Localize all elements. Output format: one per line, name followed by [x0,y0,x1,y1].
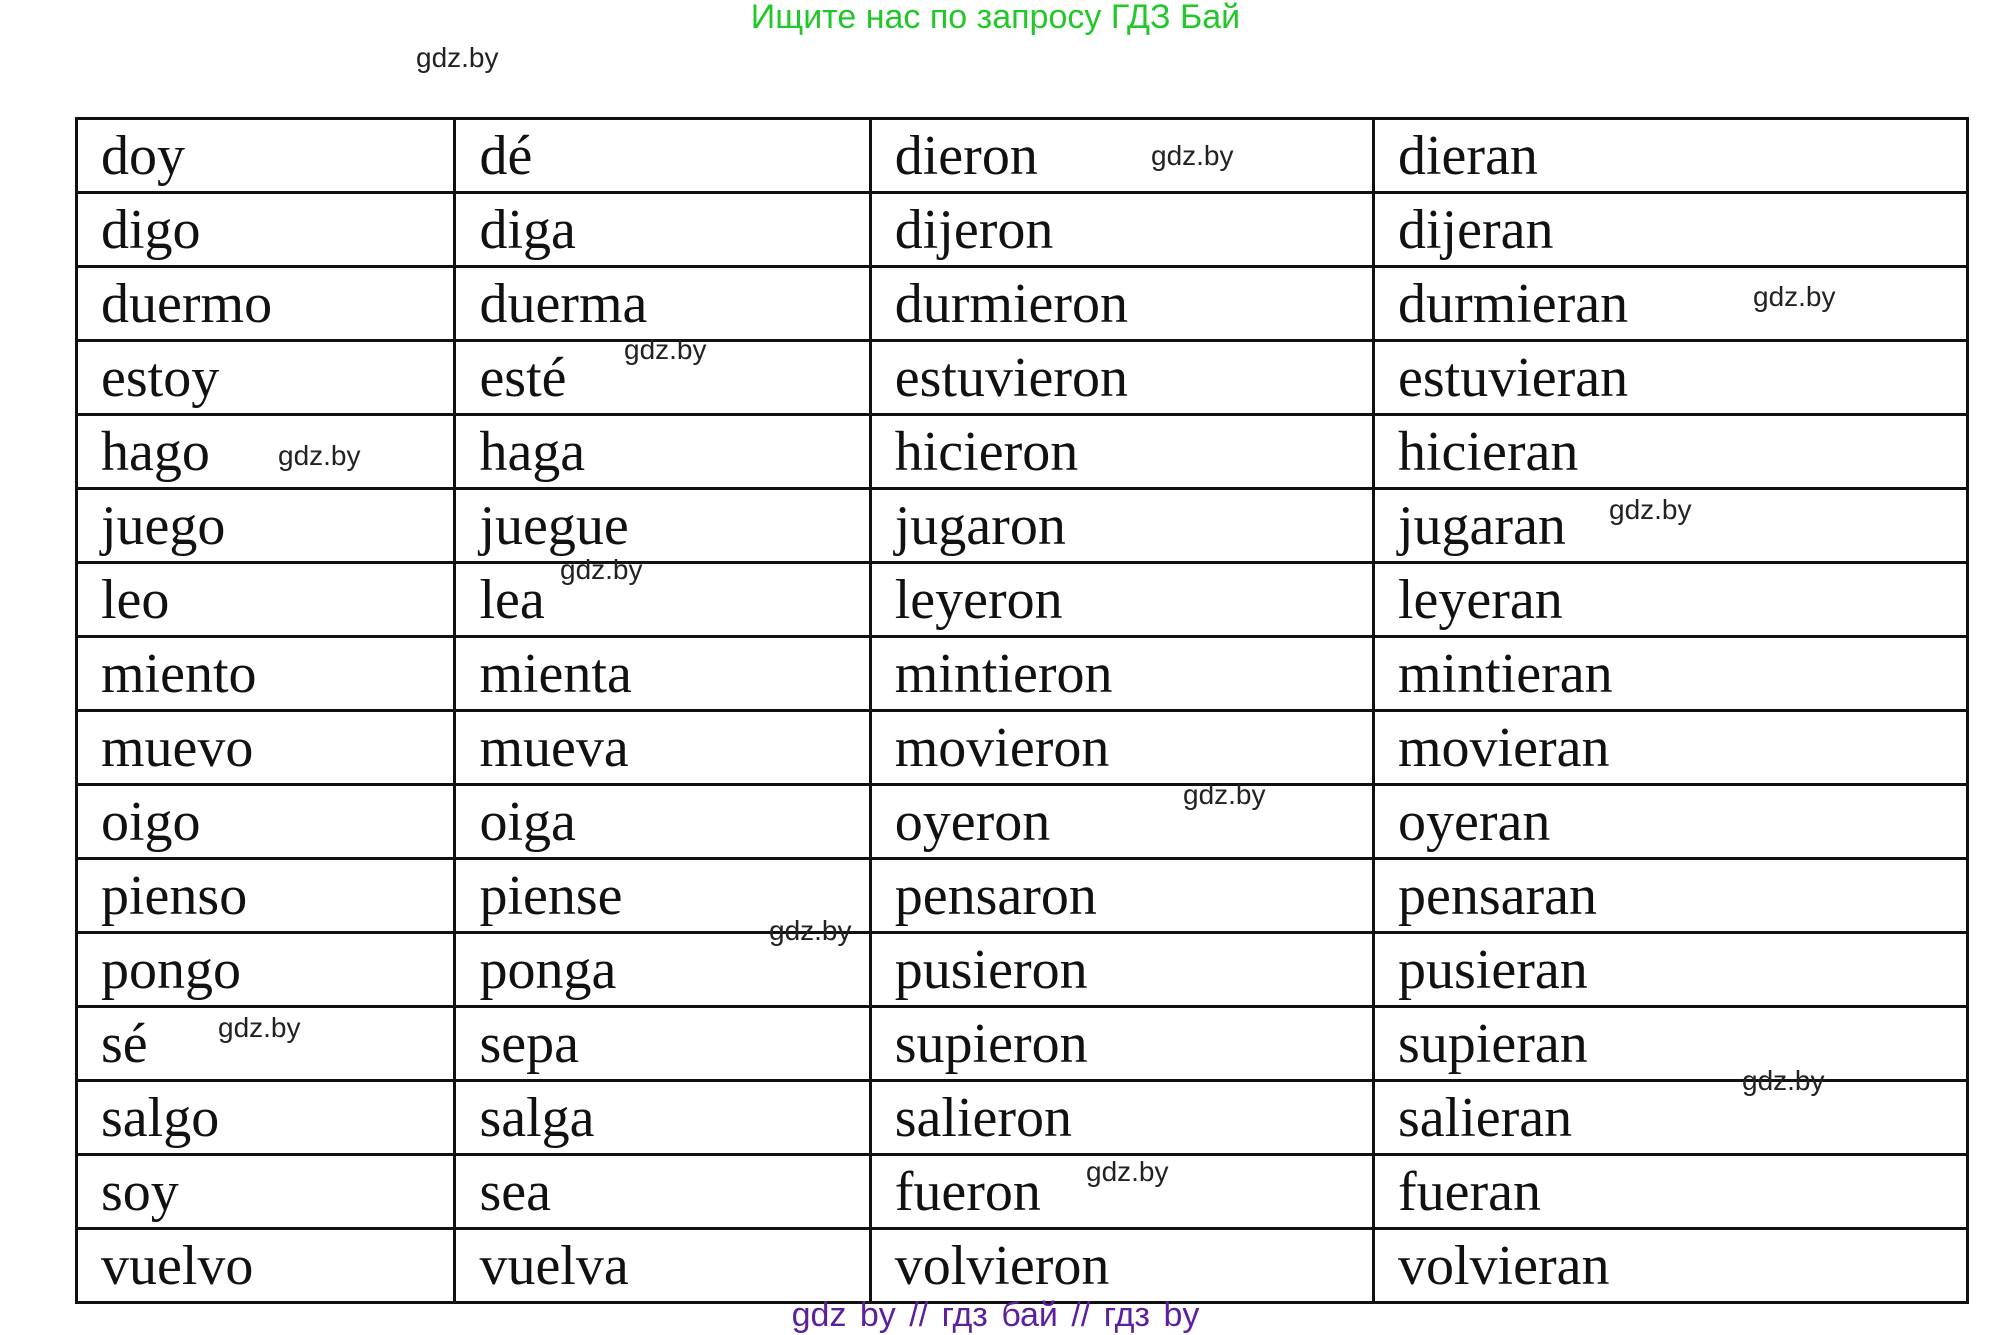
table-cell: salga [453,1079,872,1156]
table-cell: sé [74,1005,457,1082]
table-cell: vuelva [453,1227,872,1304]
watermark: gdz.by [218,1012,301,1043]
table-cell: oyeran [1372,783,1969,860]
table-cell: supieran [1372,1005,1969,1082]
table-cell: juego [74,487,457,564]
table-cell: oiga [453,783,872,860]
watermark: gdz.by [1183,779,1266,810]
table-cell: durmieron [868,265,1376,342]
table-cell: digo [74,191,457,268]
table-cell: leyeron [868,561,1376,638]
watermark: gdz.by [1086,1156,1169,1187]
table-cell: movieran [1372,709,1969,786]
table-cell: vuelvo [74,1227,457,1304]
table-cell: hicieron [868,413,1376,490]
watermark: gdz.by [1742,1065,1825,1096]
table-row: vuelvo vuelva volvieron volvieran [74,1227,1969,1304]
table-cell: sepa [453,1005,872,1082]
table-row: digo diga dijeron dijeran [74,191,1969,268]
search-hint-header: Ищите нас по запросу ГДЗ Бай [750,0,1241,36]
table-row: soy sea fueron fueran [74,1153,1969,1230]
table-row: leo lea leyeron leyeran [74,561,1969,638]
table-row: doy dé dieron dieran [74,117,1969,194]
table-cell: leyeran [1372,561,1969,638]
verb-conjugation-table: doy dé dieron dieran digo diga dijeron dijeran d… [74,117,1969,1304]
watermark: gdz.by [1151,140,1234,171]
table-cell: haga [453,413,872,490]
site-footer: gdz by // гдз бай // гдз by [791,1296,1200,1334]
table-cell: pienso [74,857,457,934]
table-cell: mienta [453,635,872,712]
table-cell: jugaran [1372,487,1969,564]
table-cell: estoy [74,339,457,416]
table-cell: dé [453,117,872,194]
table-cell: dijeran [1372,191,1969,268]
watermark: gdz.by [1609,494,1692,525]
table-cell: pongo [74,931,457,1008]
watermark: gdz.by [769,915,852,946]
table-cell: salgo [74,1079,457,1156]
table-cell: pusieron [868,931,1376,1008]
table-cell: duerma [453,265,872,342]
table-row: pongo ponga pusieron pusieran [74,931,1969,1008]
table-row: miento mienta mintieron mintieran [74,635,1969,712]
watermark: gdz.by [560,554,643,585]
table-row: hago haga hicieron hicieran [74,413,1969,490]
table-row: juego juegue jugaron jugaran [74,487,1969,564]
table-cell: oyeron [868,783,1376,860]
table-cell: doy [74,117,457,194]
table-row: duermo duerma durmieron durmieran [74,265,1969,342]
table-cell: pensaran [1372,857,1969,934]
table-cell: salieron [868,1079,1376,1156]
table-cell: estuvieran [1372,339,1969,416]
table-cell: salieran [1372,1079,1969,1156]
table-cell: fueron [868,1153,1376,1230]
table-cell: supieron [868,1005,1376,1082]
table-cell: duermo [74,265,457,342]
table-cell: juegue [453,487,872,564]
table-cell: dieran [1372,117,1969,194]
table-row: estoy esté estuvieron estuvieran [74,339,1969,416]
watermark: gdz.by [278,440,361,471]
table-cell: ponga [453,931,872,1008]
table-cell: volvieron [868,1227,1376,1304]
table-cell: piense [453,857,872,934]
table-cell: sea [453,1153,872,1230]
table-cell: muevo [74,709,457,786]
table-cell: dieron [868,117,1376,194]
table-row: oigo oiga oyeron oyeran [74,783,1969,860]
table-cell: pusieran [1372,931,1969,1008]
table-cell: leo [74,561,457,638]
table-cell: diga [453,191,872,268]
table-cell: oigo [74,783,457,860]
table-cell: soy [74,1153,457,1230]
table-row: sé sepa supieron supieran [74,1005,1969,1082]
table-cell: estuvieron [868,339,1376,416]
table-row: muevo mueva movieron movieran [74,709,1969,786]
table-cell: dijeron [868,191,1376,268]
table-cell: fueran [1372,1153,1969,1230]
table-cell: hicieran [1372,413,1969,490]
table-cell: mueva [453,709,872,786]
watermark: gdz.by [1753,281,1836,312]
table-cell: movieron [868,709,1376,786]
table-cell: mintieran [1372,635,1969,712]
table-cell: hago [74,413,457,490]
table-row: salgo salga salieron salieran [74,1079,1969,1156]
watermark: gdz.by [624,334,707,365]
table-cell: esté [453,339,872,416]
watermark: gdz.by [416,42,499,73]
table-cell: mintieron [868,635,1376,712]
table-cell: jugaron [868,487,1376,564]
table-cell: volvieran [1372,1227,1969,1304]
table-cell: pensaron [868,857,1376,934]
table-cell: durmieran [1372,265,1969,342]
table-cell: miento [74,635,457,712]
table-row: pienso piense pensaron pensaran [74,857,1969,934]
table-cell: lea [453,561,872,638]
